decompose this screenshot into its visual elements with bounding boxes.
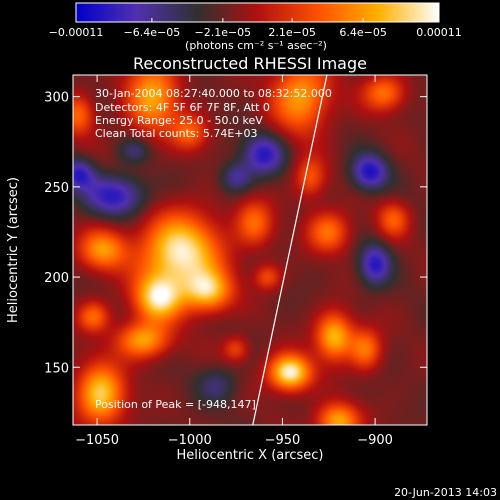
- colorbar-tick-label: 6.4e−05: [339, 26, 386, 39]
- colorbar-tick-label: −6.4e−05: [124, 26, 181, 39]
- colorbar-gradient-bar: [75, 2, 440, 23]
- peak-position-label: Position of Peak = [-948,147]: [95, 398, 256, 411]
- solar-limb-line: [252, 75, 328, 425]
- y-tick-label: 200: [44, 271, 69, 286]
- x-tick-label: −1000: [168, 433, 212, 448]
- x-tick-label: −1050: [75, 433, 119, 448]
- footer-date: 20-Jun-2013 14:03: [394, 486, 497, 499]
- annotation-counts: Clean Total counts: 5.74E+03: [95, 127, 258, 140]
- plot-area: 30-Jan-2004 08:27:40.000 to 08:32:52.000…: [44, 74, 428, 448]
- plot-frame: [72, 74, 428, 426]
- y-axis-label: Heliocentric Y (arcsec): [6, 177, 21, 323]
- y-tick-label: 150: [44, 361, 69, 376]
- colorbar-tick-label: 0.00011: [416, 26, 462, 39]
- colorbar: −0.00011 −6.4e−05 −2.1e−05 2.1e−05 6.4e−05 0.…: [49, 2, 462, 52]
- chart-title: Reconstructed RHESSI Image: [133, 54, 367, 73]
- colorbar-units: (photons cm⁻² s⁻¹ asec⁻²): [185, 39, 327, 52]
- y-tick-label: 300: [44, 91, 69, 106]
- colorbar-tick-label: −0.00011: [49, 26, 104, 39]
- y-axis-ticks: 150 200 250 300: [44, 91, 427, 376]
- colorbar-ticks: −0.00011 −6.4e−05 −2.1e−05 2.1e−05 6.4e−05 0.…: [49, 18, 462, 39]
- annotation-time: 30-Jan-2004 08:27:40.000 to 08:32:52.000: [95, 87, 332, 100]
- x-axis-label: Heliocentric X (arcsec): [177, 448, 324, 463]
- colorbar-tick-label: −2.1e−05: [194, 26, 251, 39]
- annotation-block: 30-Jan-2004 08:27:40.000 to 08:32:52.000…: [95, 87, 332, 140]
- x-axis-ticks: −1050 −1000 −950 −900: [75, 75, 393, 448]
- y-tick-label: 250: [44, 181, 69, 196]
- colorbar-tick-label: 2.1e−05: [268, 26, 315, 39]
- annotation-detectors: Detectors: 4F 5F 6F 7F 8F, Att 0: [95, 101, 270, 114]
- annotation-energy: Energy Range: 25.0 - 50.0 keV: [95, 114, 263, 127]
- x-tick-label: −900: [357, 433, 393, 448]
- x-tick-label: −950: [265, 433, 301, 448]
- heatmap-image: [73, 75, 427, 425]
